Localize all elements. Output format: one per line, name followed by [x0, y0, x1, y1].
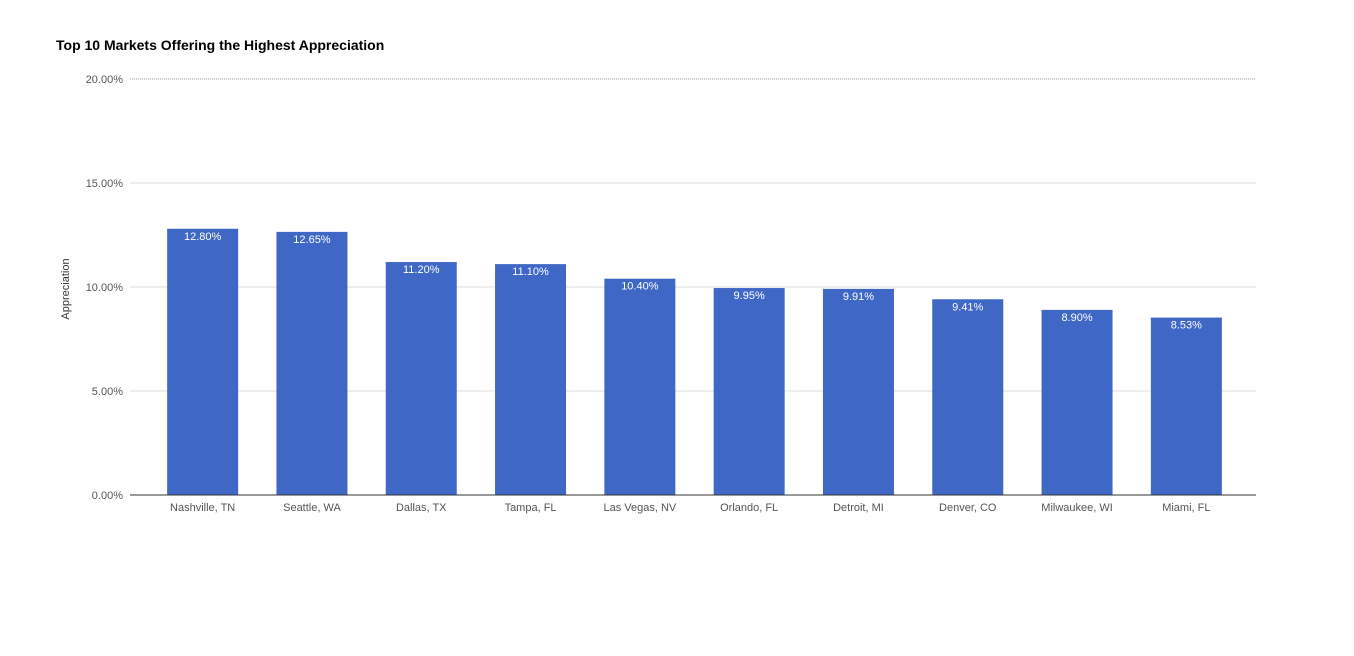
bar	[604, 278, 676, 495]
data-labels: 12.80% 12.65% 11.20% 11.10% 10.40% 9.95% 9.91%…	[184, 231, 1202, 332]
y-axis-ticks: 0.00% 5.00% 10.00% 15.00% 20.00%	[86, 74, 124, 502]
y-tick-label: 0.00%	[92, 490, 123, 502]
x-tick-label: Miami, FL	[1162, 502, 1210, 514]
x-tick-label: Milwaukee, WI	[1041, 502, 1113, 514]
bar	[822, 288, 894, 495]
x-tick-label: Tampa, FL	[505, 502, 557, 514]
x-tick-label: Orlando, FL	[720, 502, 778, 514]
x-tick-label: Nashville, TN	[170, 502, 235, 514]
x-tick-label: Dallas, TX	[396, 502, 447, 514]
bar	[276, 231, 348, 495]
bars	[167, 228, 1222, 495]
data-label: 12.80%	[184, 231, 222, 243]
y-tick-label: 5.00%	[92, 386, 123, 398]
data-label: 10.40%	[621, 281, 659, 293]
x-tick-label: Denver, CO	[939, 502, 997, 514]
bar	[385, 262, 457, 495]
data-label: 9.41%	[952, 301, 983, 313]
y-tick-label: 15.00%	[86, 178, 124, 190]
bar	[713, 288, 785, 495]
y-axis-title: Appreciation	[60, 258, 72, 319]
y-tick-label: 10.00%	[86, 282, 124, 294]
data-label: 11.20%	[403, 264, 440, 276]
x-tick-label: Las Vegas, NV	[603, 502, 676, 514]
data-label: 9.91%	[843, 291, 874, 303]
chart-title: Top 10 Markets Offering the Highest Appr…	[56, 37, 385, 53]
bar	[1041, 309, 1113, 495]
data-label: 12.65%	[293, 234, 331, 246]
y-tick-label: 20.00%	[86, 74, 124, 86]
data-label: 8.90%	[1061, 312, 1092, 324]
data-label: 11.10%	[512, 266, 549, 278]
x-tick-label: Seattle, WA	[283, 502, 341, 514]
x-tick-label: Detroit, MI	[833, 502, 884, 514]
bar	[932, 299, 1004, 495]
data-label: 9.95%	[734, 290, 765, 302]
data-label: 8.53%	[1171, 320, 1202, 332]
bar	[495, 264, 567, 495]
bar	[167, 228, 239, 495]
bar	[1150, 317, 1222, 495]
x-axis-ticks: Nashville, TN Seattle, WA Dallas, TX Tampa,…	[170, 502, 1210, 514]
